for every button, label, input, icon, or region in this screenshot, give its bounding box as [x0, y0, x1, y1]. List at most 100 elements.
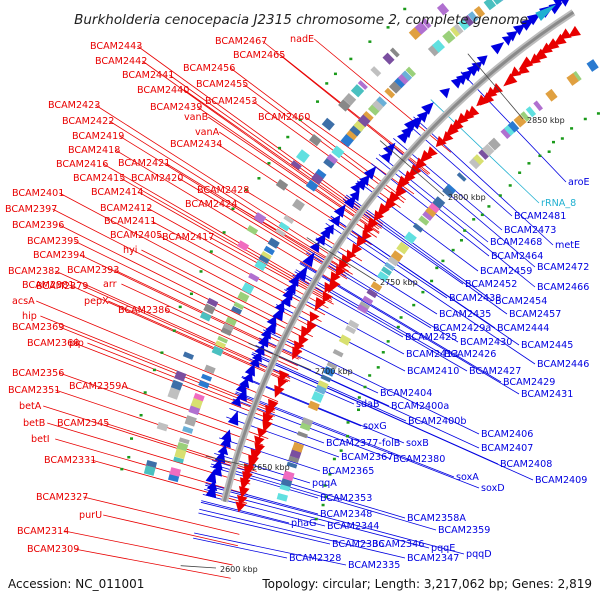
gene-label-text: BCAM2423	[48, 100, 100, 111]
forward-gene-arrow	[306, 320, 318, 334]
gene-label-45: BCAM2348	[320, 509, 372, 520]
reverse-cog-bar	[389, 47, 400, 58]
gene-label-24: BCAM2414	[91, 187, 143, 198]
forward-gene-arrow	[235, 501, 247, 513]
gene-label-text: BCAM2443	[90, 41, 142, 52]
label-connector	[212, 460, 406, 519]
reverse-cog-bar	[275, 228, 286, 237]
reverse-gene-arrow	[288, 274, 300, 288]
orf-marker	[508, 184, 512, 187]
forward-cog-bar	[504, 122, 517, 136]
reverse-gene-arrow	[383, 142, 396, 156]
gene-label-text: BCAM2424	[185, 199, 237, 210]
gene-label-56: BCAM2327	[36, 492, 88, 503]
reverse-cog-bar	[267, 237, 280, 249]
label-connector	[198, 512, 331, 545]
orf-marker	[139, 413, 143, 417]
gene-label-16: BCAM2419	[72, 131, 124, 142]
forward-gene-arrow	[262, 412, 274, 428]
forward-cog-bar	[472, 154, 485, 166]
gene-label-text: BCAM2442	[95, 56, 147, 67]
forward-cog-bar	[288, 455, 300, 464]
gene-label-text: BCAM2394	[33, 250, 85, 261]
gene-label-9: BCAM2466	[537, 282, 589, 293]
reverse-gene-arrow	[244, 363, 255, 377]
gene-label-52: pqqE	[431, 543, 455, 554]
gene-label-text: BCAM2328	[289, 553, 341, 564]
gene-label-text: BCAM2356	[12, 368, 64, 379]
orf-marker	[316, 100, 320, 103]
gene-label-45: BCAM2369	[12, 322, 64, 333]
orf-marker	[189, 292, 193, 296]
tick-5: 2600 kbp	[180, 565, 258, 574]
gene-label-text: BCAM2465	[233, 50, 285, 61]
forward-cog-bar	[432, 196, 446, 210]
forward-cog-bar	[332, 348, 344, 358]
reverse-cog-bar	[311, 171, 325, 185]
gene-label-text: vanA	[195, 127, 220, 138]
gene-label-47: pip	[69, 338, 84, 349]
forward-cog-bar	[566, 72, 580, 86]
gene-label-22: BCAM2446	[537, 359, 589, 370]
gene-label-9: BCAM2453	[205, 96, 257, 107]
reverse-cog-bar	[338, 99, 351, 112]
label-connector	[344, 196, 508, 315]
gene-label-text: BCAM2395	[27, 236, 79, 247]
gene-label-text: soxD	[481, 483, 505, 494]
gene-label-text: BCAM2456	[183, 63, 235, 74]
gene-label-17: BCAM2425	[405, 332, 457, 343]
label-connector	[59, 192, 314, 329]
reverse-cog-bar	[371, 97, 386, 112]
gene-label-text: BCAM2414	[91, 187, 143, 198]
reverse-cog-bar	[363, 110, 374, 122]
forward-gene-arrow	[517, 63, 530, 75]
gene-label-text: BCAM2347	[407, 553, 459, 564]
gene-label-13: BCAM2460	[258, 112, 310, 123]
gene-label-text: BCAM2434	[170, 139, 222, 150]
reverse-cog-bar	[254, 259, 267, 271]
label-connector	[230, 67, 406, 201]
gene-label-text: BCAM2309	[27, 544, 79, 555]
forward-cog-bar	[446, 183, 457, 194]
orf-marker	[339, 449, 343, 452]
label-connector	[36, 300, 279, 402]
gene-label-text: BCAM2404	[380, 388, 432, 399]
orf-marker	[127, 455, 131, 459]
orf-marker	[178, 305, 182, 309]
reverse-cog-bar	[263, 245, 275, 256]
forward-gene-arrow	[559, 28, 572, 40]
gene-label-19: BCAM2416	[56, 159, 108, 170]
gene-label-text: BCAM2428	[197, 185, 249, 196]
tick-4: 2650 kbp	[205, 455, 290, 472]
reverse-gene-arrow	[220, 429, 232, 443]
label-connector	[249, 358, 355, 405]
gene-label-text: BCAM2409	[535, 475, 587, 486]
reverse-cog-bar	[370, 66, 382, 77]
reverse-cog-bar	[258, 252, 271, 265]
gene-label-21: BCAM2426	[444, 349, 496, 360]
forward-cog-bar	[404, 231, 417, 244]
gene-label-text: BCAM2400a	[391, 401, 449, 412]
label-connector	[251, 353, 534, 481]
label-connector-lines	[36, 38, 567, 579]
gene-label-text: BCAM2351	[8, 385, 60, 396]
gene-label-text: BCAM2427	[469, 366, 521, 377]
gene-label-28: sdaB	[356, 399, 380, 410]
gene-label-19: BCAM2445	[521, 340, 573, 351]
reverse-gene-arrow	[266, 315, 277, 327]
reverse-cog-bar	[323, 156, 336, 169]
gene-label-50: BCAM2336	[332, 539, 384, 550]
gene-label-text: rRNA_8	[541, 198, 576, 209]
label-connector	[95, 104, 351, 269]
label-connector	[40, 315, 275, 411]
gene-label-text: BCAM2396	[12, 220, 64, 231]
reverse-cog-bar	[217, 335, 229, 344]
gene-label-1: nadE	[290, 34, 314, 45]
gene-label-18: BCAM2430	[460, 337, 512, 348]
reverse-gene-arrow	[251, 351, 262, 363]
gene-label-6: BCAM2441	[122, 70, 174, 81]
reverse-cog-bar	[237, 240, 250, 252]
reverse-cog-bar	[421, 18, 432, 29]
gene-label-text: BCAM2412	[100, 203, 152, 214]
gene-label-37: BCAM2393	[67, 265, 119, 276]
